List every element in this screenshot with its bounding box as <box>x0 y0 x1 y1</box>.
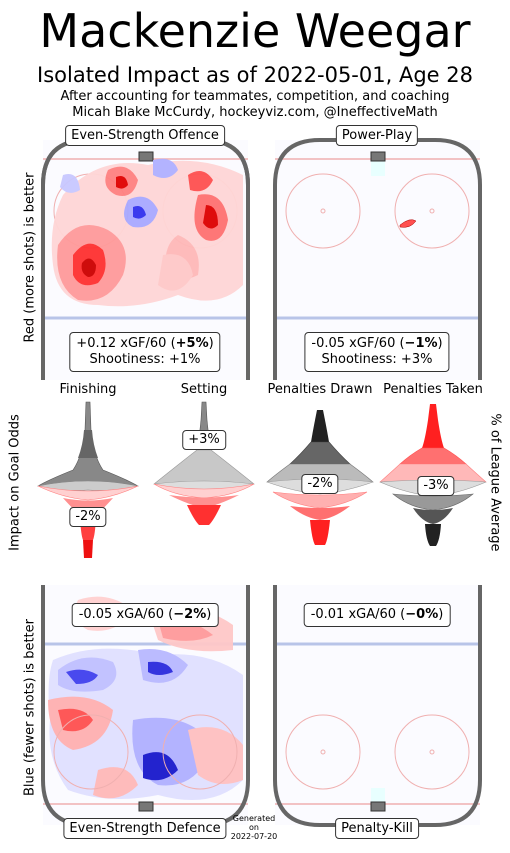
setting-header: Setting <box>180 382 228 397</box>
chart-subtitle: Isolated Impact as of 2022-05-01, Age 28 <box>37 63 473 87</box>
context-line: After accounting for teammates, competit… <box>60 89 450 104</box>
player-name: Mackenzie Weegar <box>39 4 471 58</box>
bottom-left-axis-label: Blue (fewer shots) is better <box>22 619 38 796</box>
penalties-drawn-value: -2% <box>301 474 339 494</box>
credit-line: Micah Blake McCurdy, hockeyviz.com, @Ine… <box>72 105 438 120</box>
es-offence-rink <box>41 138 250 380</box>
middle-left-axis-label: Impact on Goal Odds <box>7 414 23 551</box>
top-left-axis-label: Red (more shots) is better <box>22 172 38 343</box>
es-defence-stats: -0.05 xGA/60 (−2%) <box>71 603 219 627</box>
es-defence-label: Even-Strength Defence <box>63 818 227 839</box>
setting-violin <box>153 401 255 525</box>
power-play-label: Power-Play <box>335 125 419 146</box>
es-offence-stats: +0.12 xGF/60 (+5%) Shootiness: +1% <box>69 332 221 372</box>
generated-note: Generated on 2022-07-20 <box>230 814 278 841</box>
finishing-value: -2% <box>69 507 107 527</box>
power-play-stats: -0.05 xGF/60 (−1%) Shootiness: +3% <box>304 332 450 372</box>
es-offence-label: Even-Strength Offence <box>65 125 225 146</box>
penalties-drawn-header: Penalties Drawn <box>267 382 373 397</box>
finishing-header: Finishing <box>59 382 117 397</box>
penalties-taken-header: Penalties Taken <box>383 382 483 397</box>
finishing-violin <box>37 401 139 558</box>
setting-value: +3% <box>182 430 226 450</box>
penalty-kill-stats: -0.01 xGA/60 (−0%) <box>303 603 451 627</box>
power-play-shootiness: Shootiness: +3% <box>321 352 433 367</box>
es-offence-shootiness: Shootiness: +1% <box>89 352 201 367</box>
es-offence-heatmap <box>51 158 243 307</box>
penalty-kill-label: Penalty-Kill <box>335 818 419 839</box>
middle-right-axis-label: % of League Average <box>487 413 503 552</box>
penalties-taken-value: -3% <box>417 476 455 496</box>
